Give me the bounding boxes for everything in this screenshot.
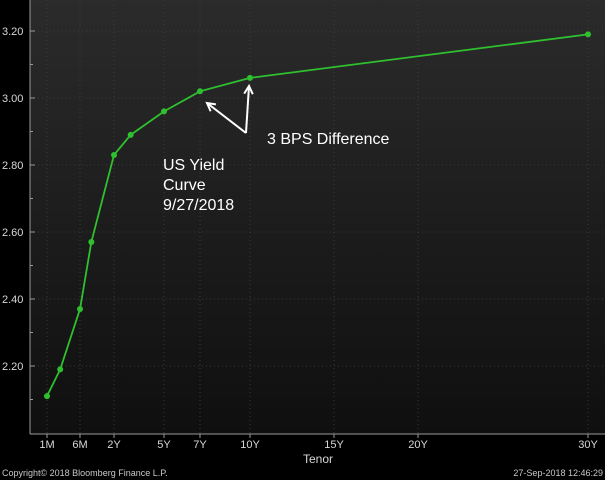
x-tick-label: 5Y bbox=[157, 439, 171, 451]
axes: 2.20 2.40 2.60 2.80 3.00 3.20 1M 6M 2Y 5Y 7Y 10Y 15Y… bbox=[2, 0, 605, 451]
x-tick-label: 20Y bbox=[408, 439, 428, 451]
x-tick-label: 1M bbox=[39, 439, 54, 451]
data-point-6M bbox=[77, 306, 83, 313]
data-point-3M bbox=[57, 366, 64, 373]
y-tick-label: 2.40 bbox=[2, 294, 23, 306]
x-tick-label: 7Y bbox=[193, 439, 207, 451]
difference-arrows bbox=[205, 83, 254, 134]
annotations: US Yield Curve 9/27/2018 3 BPS Differenc… bbox=[163, 83, 390, 214]
difference-annotation: 3 BPS Difference bbox=[267, 131, 390, 148]
data-point-2Y bbox=[111, 151, 117, 158]
arrow-to-10y bbox=[243, 83, 254, 134]
y-tick-label: 2.60 bbox=[2, 227, 23, 239]
data-point-5Y bbox=[161, 108, 167, 115]
y-tick-label: 2.80 bbox=[2, 160, 23, 172]
plot-area bbox=[30, 0, 605, 434]
yield-line bbox=[46, 33, 589, 397]
y-tick-label: 2.20 bbox=[2, 361, 23, 373]
data-point-3Y bbox=[127, 131, 134, 138]
data-point-1Y bbox=[88, 239, 95, 246]
data-point-30Y bbox=[585, 31, 591, 38]
x-axis-title: Tenor bbox=[303, 452, 333, 466]
arrow-to-7y bbox=[205, 101, 247, 134]
x-tick-label: 15Y bbox=[324, 439, 344, 451]
copyright-text: Copyright© 2018 Bloomberg Finance L.P. bbox=[2, 468, 168, 478]
curve-label-line-3: 9/27/2018 bbox=[163, 197, 234, 214]
data-point-10Y bbox=[247, 74, 253, 81]
x-tick-label: 30Y bbox=[578, 439, 598, 451]
x-tick-label: 6M bbox=[72, 439, 87, 451]
x-tick-label: 10Y bbox=[240, 439, 260, 451]
grid-lines bbox=[30, 0, 605, 434]
curve-label-line-2: Curve bbox=[163, 177, 206, 194]
y-tick-label: 3.00 bbox=[2, 93, 23, 105]
timestamp-text: 27-Sep-2018 12:46:29 bbox=[513, 468, 603, 478]
series-yield-curve bbox=[44, 31, 591, 400]
curve-label-line-1: US Yield bbox=[163, 157, 224, 174]
y-tick-label: 3.20 bbox=[2, 26, 23, 38]
x-tick-label: 2Y bbox=[107, 439, 121, 451]
data-point-1M bbox=[44, 393, 50, 400]
data-point-7Y bbox=[197, 88, 203, 95]
